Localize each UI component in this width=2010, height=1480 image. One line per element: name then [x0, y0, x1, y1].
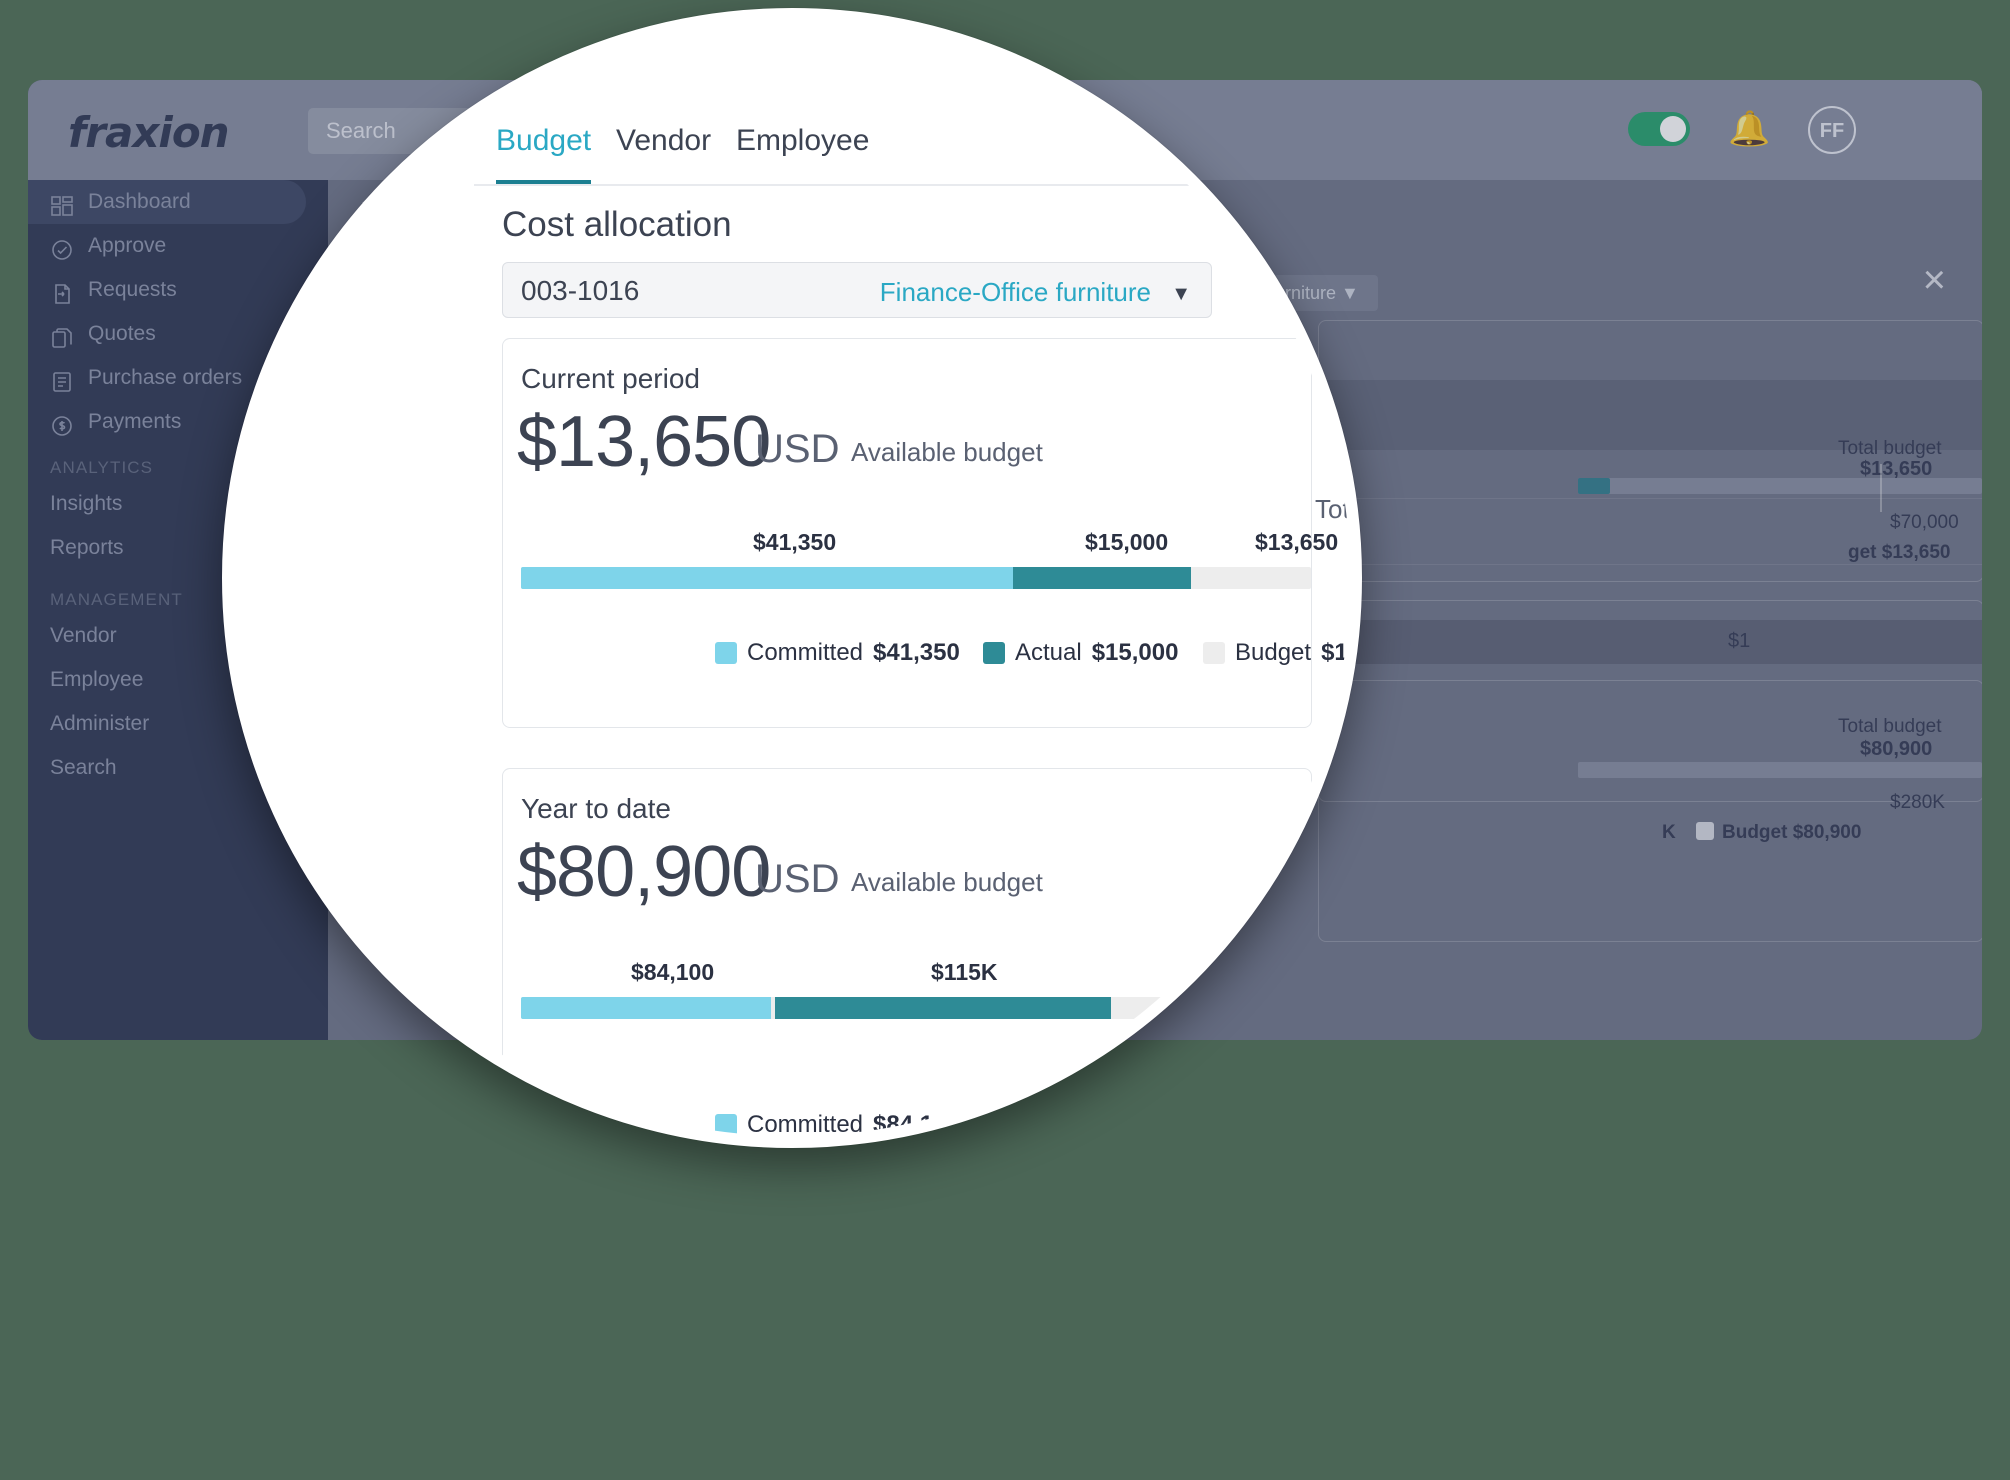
sidebar-item-label: Dashboard	[88, 190, 191, 213]
panel-title: Cost allocation	[502, 205, 732, 244]
progress-bar-track	[521, 997, 1311, 1019]
legend-label-actual: Actual	[1015, 639, 1082, 666]
close-icon[interactable]: ×	[1922, 258, 1946, 302]
chevron-down-icon[interactable]: ▼	[1171, 283, 1191, 305]
sidebar-item-search[interactable]: Search	[50, 756, 117, 779]
allocation-value: Finance-Office furniture	[879, 277, 1151, 307]
sidebar-item-reports[interactable]: Reports	[50, 536, 124, 559]
total-budget-amount: $13,650	[1860, 458, 1933, 480]
bar-label-budget: $13,650	[1255, 529, 1339, 555]
legend-committed: Committed $84,1	[715, 1111, 933, 1136]
sidebar-item-payments[interactable]: Payments	[28, 400, 328, 444]
sidebar-section-analytics: ANALYTICS	[50, 458, 154, 477]
card-subtitle: Year to date	[521, 793, 671, 824]
legend-text: Budget $80,900	[1722, 822, 1862, 843]
background-bar-track	[1578, 762, 1982, 778]
total-budget-label: Total budget	[1838, 716, 1942, 737]
bar-segment-actual	[775, 997, 1111, 1019]
legend-swatch	[1696, 822, 1714, 840]
currency-label: USD	[755, 857, 840, 901]
bar-segment-actual	[1013, 567, 1191, 589]
sidebar-item-administer[interactable]: Administer	[50, 712, 150, 735]
magnifier-lens: Budget Vendor Employee Cost allocation 0…	[222, 8, 1362, 1148]
sidebar-item-quotes[interactable]: Quotes	[28, 312, 328, 356]
year-to-date-card: Year to date $80,900 USD Available budge…	[502, 768, 1312, 1136]
sidebar-item-insights[interactable]: Insights	[50, 492, 123, 515]
legend-budget: Budget $13,650	[1203, 639, 1350, 667]
legend-actual: Actual $15,000	[983, 639, 1178, 667]
sidebar-item-vendor[interactable]: Vendor	[50, 624, 117, 647]
progress-bar-track	[521, 567, 1311, 589]
sidebar-item-label: Requests	[88, 278, 177, 301]
legend-value-budget: $13,650	[1321, 639, 1350, 666]
background-bar-tick	[1880, 464, 1882, 512]
legend-swatch-budget	[1203, 642, 1225, 664]
sidebar-item-employee[interactable]: Employee	[50, 668, 144, 691]
background-bar-fill	[1578, 478, 1610, 494]
cost-allocation-select[interactable]: 003-1016 Finance-Office furniture ▼	[502, 262, 1212, 318]
sidebar-item-purchase-orders[interactable]: Purchase orders	[28, 356, 328, 400]
request-doc-icon	[50, 278, 74, 304]
legend-value-committed: $41,350	[873, 639, 960, 666]
check-circle-icon	[50, 234, 74, 260]
legend-value-actual: $15,000	[1091, 639, 1179, 666]
currency-label: USD	[755, 427, 840, 471]
tab-vendor[interactable]: Vendor	[616, 124, 712, 157]
axis-value: $70,000	[1890, 512, 1959, 533]
axis-value: $280K	[1890, 792, 1945, 813]
available-budget-note: Available budget	[851, 867, 1043, 897]
total-budget-label: Total budget	[1838, 438, 1942, 459]
bar-label-committed: $84,100	[631, 959, 715, 985]
legend-swatch-committed	[715, 642, 737, 664]
tab-budget[interactable]: Budget	[496, 124, 592, 184]
current-period-card: Current period $13,650 USD Available bud…	[502, 338, 1350, 728]
quotes-icon	[50, 322, 74, 348]
sidebar-item-label: Payments	[88, 410, 182, 433]
sidebar-item-label: Quotes	[88, 322, 156, 345]
app-logo: fraxion	[68, 108, 230, 157]
logo-text: fraxion	[68, 108, 230, 157]
total-budget-amount: $80,900	[1860, 738, 1933, 760]
legend-swatch-actual	[983, 642, 1005, 664]
sidebar-item-approve[interactable]: Approve	[28, 224, 328, 268]
available-budget-amount: $80,900	[517, 832, 771, 912]
available-budget-amount: $13,650	[517, 402, 771, 482]
bar-label-actual: $15,000	[1085, 529, 1169, 555]
sidebar-item-label: Approve	[88, 234, 167, 257]
tab-employee[interactable]: Employee	[736, 124, 870, 157]
legend-prefix: K	[1662, 822, 1676, 843]
bar-segment-committed	[521, 997, 771, 1019]
allocation-code: 003-1016	[521, 275, 640, 306]
bar-label-actual: $115K	[931, 959, 998, 985]
purchase-order-icon	[50, 366, 74, 392]
background-bar-track	[1578, 478, 1982, 494]
partial-amount: $1	[1728, 630, 1751, 652]
legend-text: get $13,650	[1848, 542, 1951, 563]
bar-label-committed: $41,350	[753, 529, 837, 555]
total-label-partial: Tota	[1315, 494, 1350, 524]
available-budget-note: Available budget	[851, 437, 1043, 467]
payments-icon	[50, 410, 74, 436]
avatar[interactable]: FF	[1808, 106, 1856, 154]
card-subtitle: Current period	[521, 363, 700, 394]
sidebar-section-management: MANAGEMENT	[50, 590, 183, 609]
sidebar-item-requests[interactable]: Requests	[28, 268, 328, 312]
legend-label-budget: Budget	[1235, 639, 1312, 666]
legend-swatch-committed	[715, 1114, 737, 1136]
tab-bar: Budget Vendor Employee	[474, 120, 1350, 186]
notification-bell-icon[interactable]: 🔔	[1728, 110, 1771, 148]
bar-segment-committed	[521, 567, 1013, 589]
sidebar-item-label: Purchase orders	[88, 366, 243, 389]
mode-toggle[interactable]	[1628, 112, 1690, 146]
legend-label-committed: Committed	[747, 639, 864, 666]
legend-committed: Committed $41,350	[715, 639, 960, 667]
legend-value-committed: $84,1	[873, 1111, 934, 1136]
legend-label-committed: Committed	[747, 1111, 864, 1136]
dashboard-icon	[50, 190, 74, 216]
